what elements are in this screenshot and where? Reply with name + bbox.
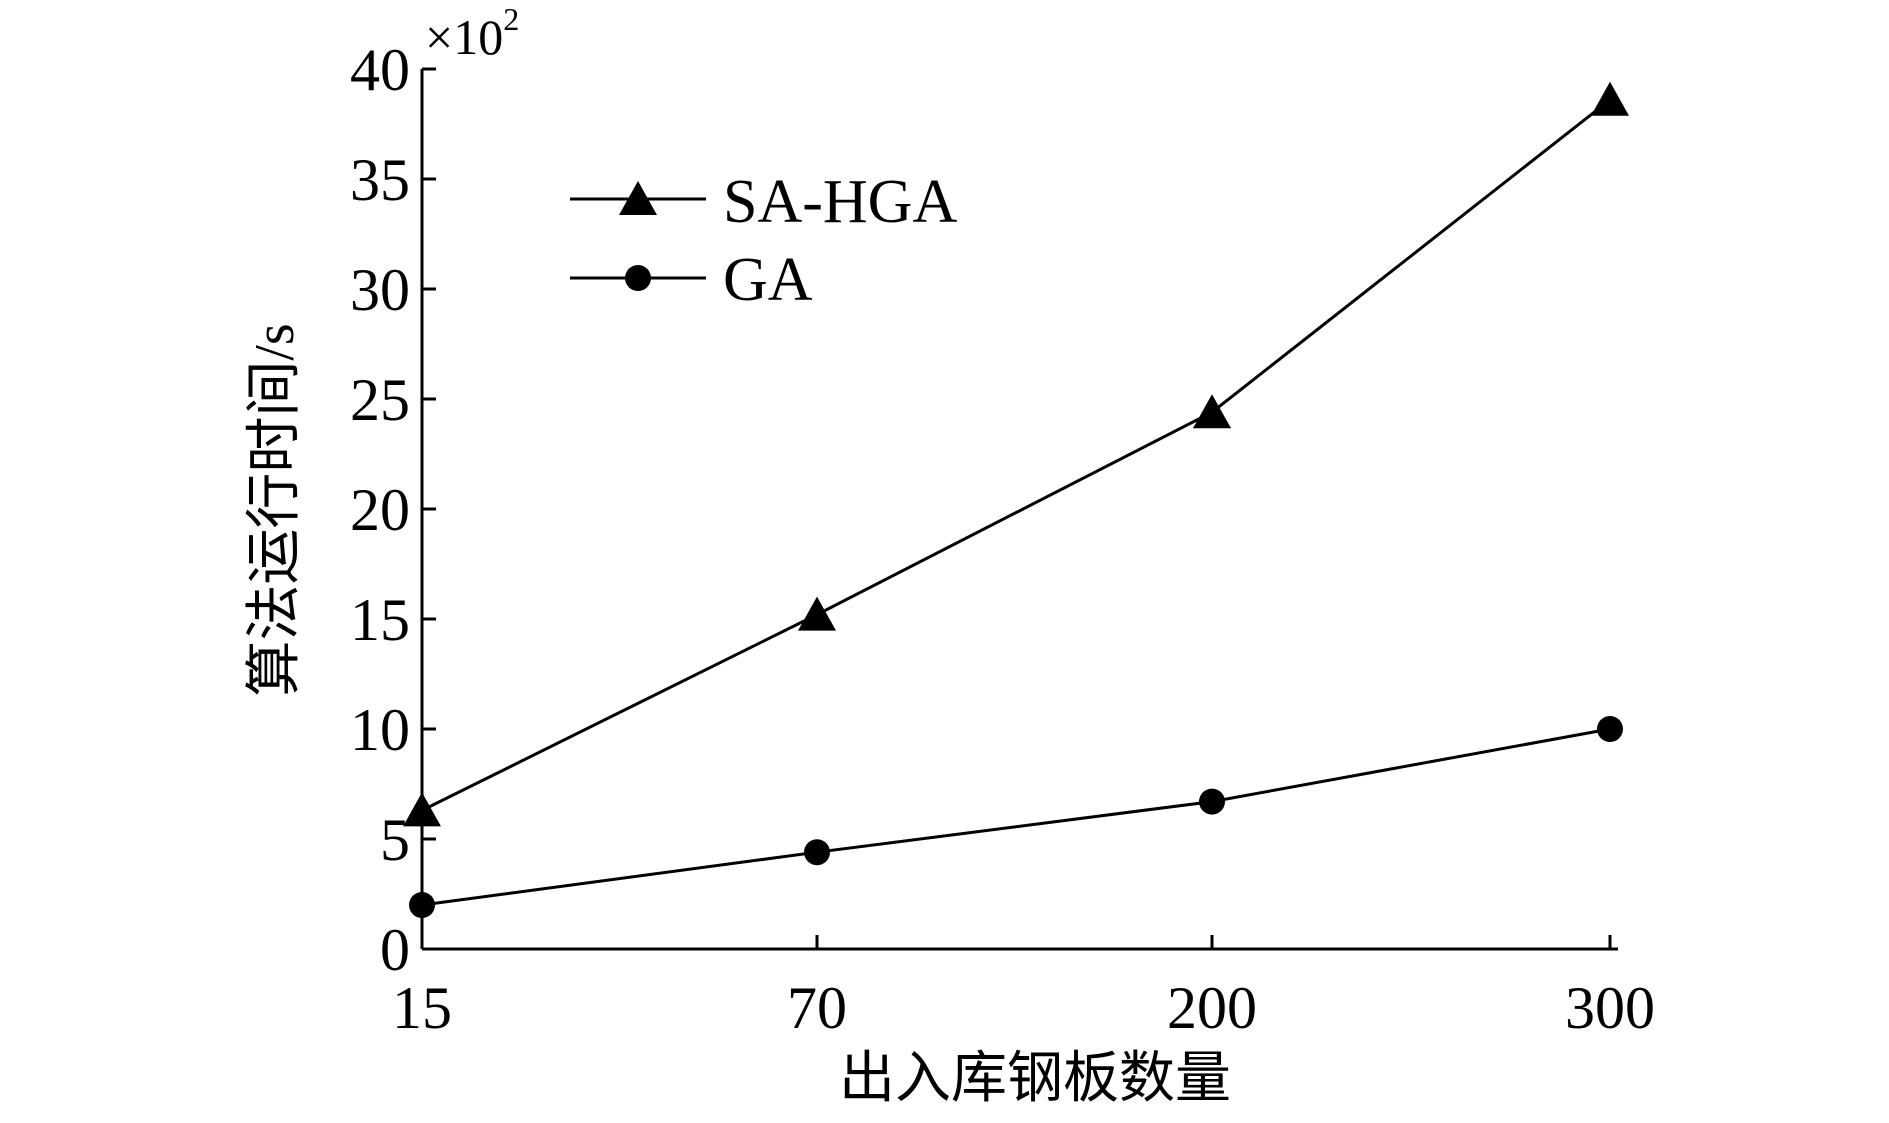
y-tick-label: 20	[350, 477, 410, 543]
y-tick-label: 40	[350, 37, 410, 103]
y-tick-label: 15	[350, 587, 410, 653]
legend-item-ga: GA	[570, 246, 813, 314]
y-axis-multiplier-exponent: 2	[503, 1, 519, 37]
data-point-sa-hga	[403, 792, 441, 827]
data-point-ga	[409, 892, 435, 918]
data-point-ga	[1597, 716, 1623, 742]
data-point-sa-hga	[1591, 81, 1629, 116]
y-axis-multiplier-prefix: ×10	[425, 9, 503, 65]
y-axis-multiplier: ×102	[425, 1, 519, 65]
series-layer	[403, 81, 1629, 918]
x-tick-label: 15	[392, 975, 452, 1041]
x-axis-ticks: 15 70 200 300	[392, 935, 1655, 1041]
y-axis-title: 算法运行时间/s	[244, 323, 306, 696]
series-line-sa-hga	[421, 98, 1611, 812]
x-axis-title: 出入库钢板数量	[839, 1048, 1231, 1110]
data-point-sa-hga	[1193, 394, 1231, 429]
legend-label-ga: GA	[723, 246, 813, 314]
y-tick-label: 0	[380, 917, 410, 983]
y-tick-label: 25	[350, 367, 410, 433]
legend-triangle-marker	[619, 181, 657, 215]
legend-item-sa-hga: SA-HGA	[570, 168, 957, 236]
legend-label-sa-hga: SA-HGA	[723, 168, 957, 236]
y-tick-label: 5	[380, 807, 410, 873]
data-point-sa-hga	[798, 596, 836, 631]
y-tick-label: 10	[350, 697, 410, 763]
data-point-ga	[804, 839, 830, 866]
x-tick-label: 70	[787, 975, 847, 1041]
y-tick-label: 30	[350, 257, 410, 323]
series-line-ga	[421, 727, 1611, 907]
data-point-ga	[1199, 788, 1225, 815]
x-tick-label: 300	[1565, 975, 1655, 1041]
y-axis-ticks: 0 5 10 15 20 25 30 35 40	[350, 37, 436, 983]
x-tick-label: 200	[1167, 975, 1257, 1041]
legend: SA-HGA GA	[570, 168, 957, 314]
y-tick-label: 35	[350, 147, 410, 213]
y-axis-multiplier-label: ×102	[425, 1, 519, 65]
legend-circle-marker	[625, 265, 651, 291]
